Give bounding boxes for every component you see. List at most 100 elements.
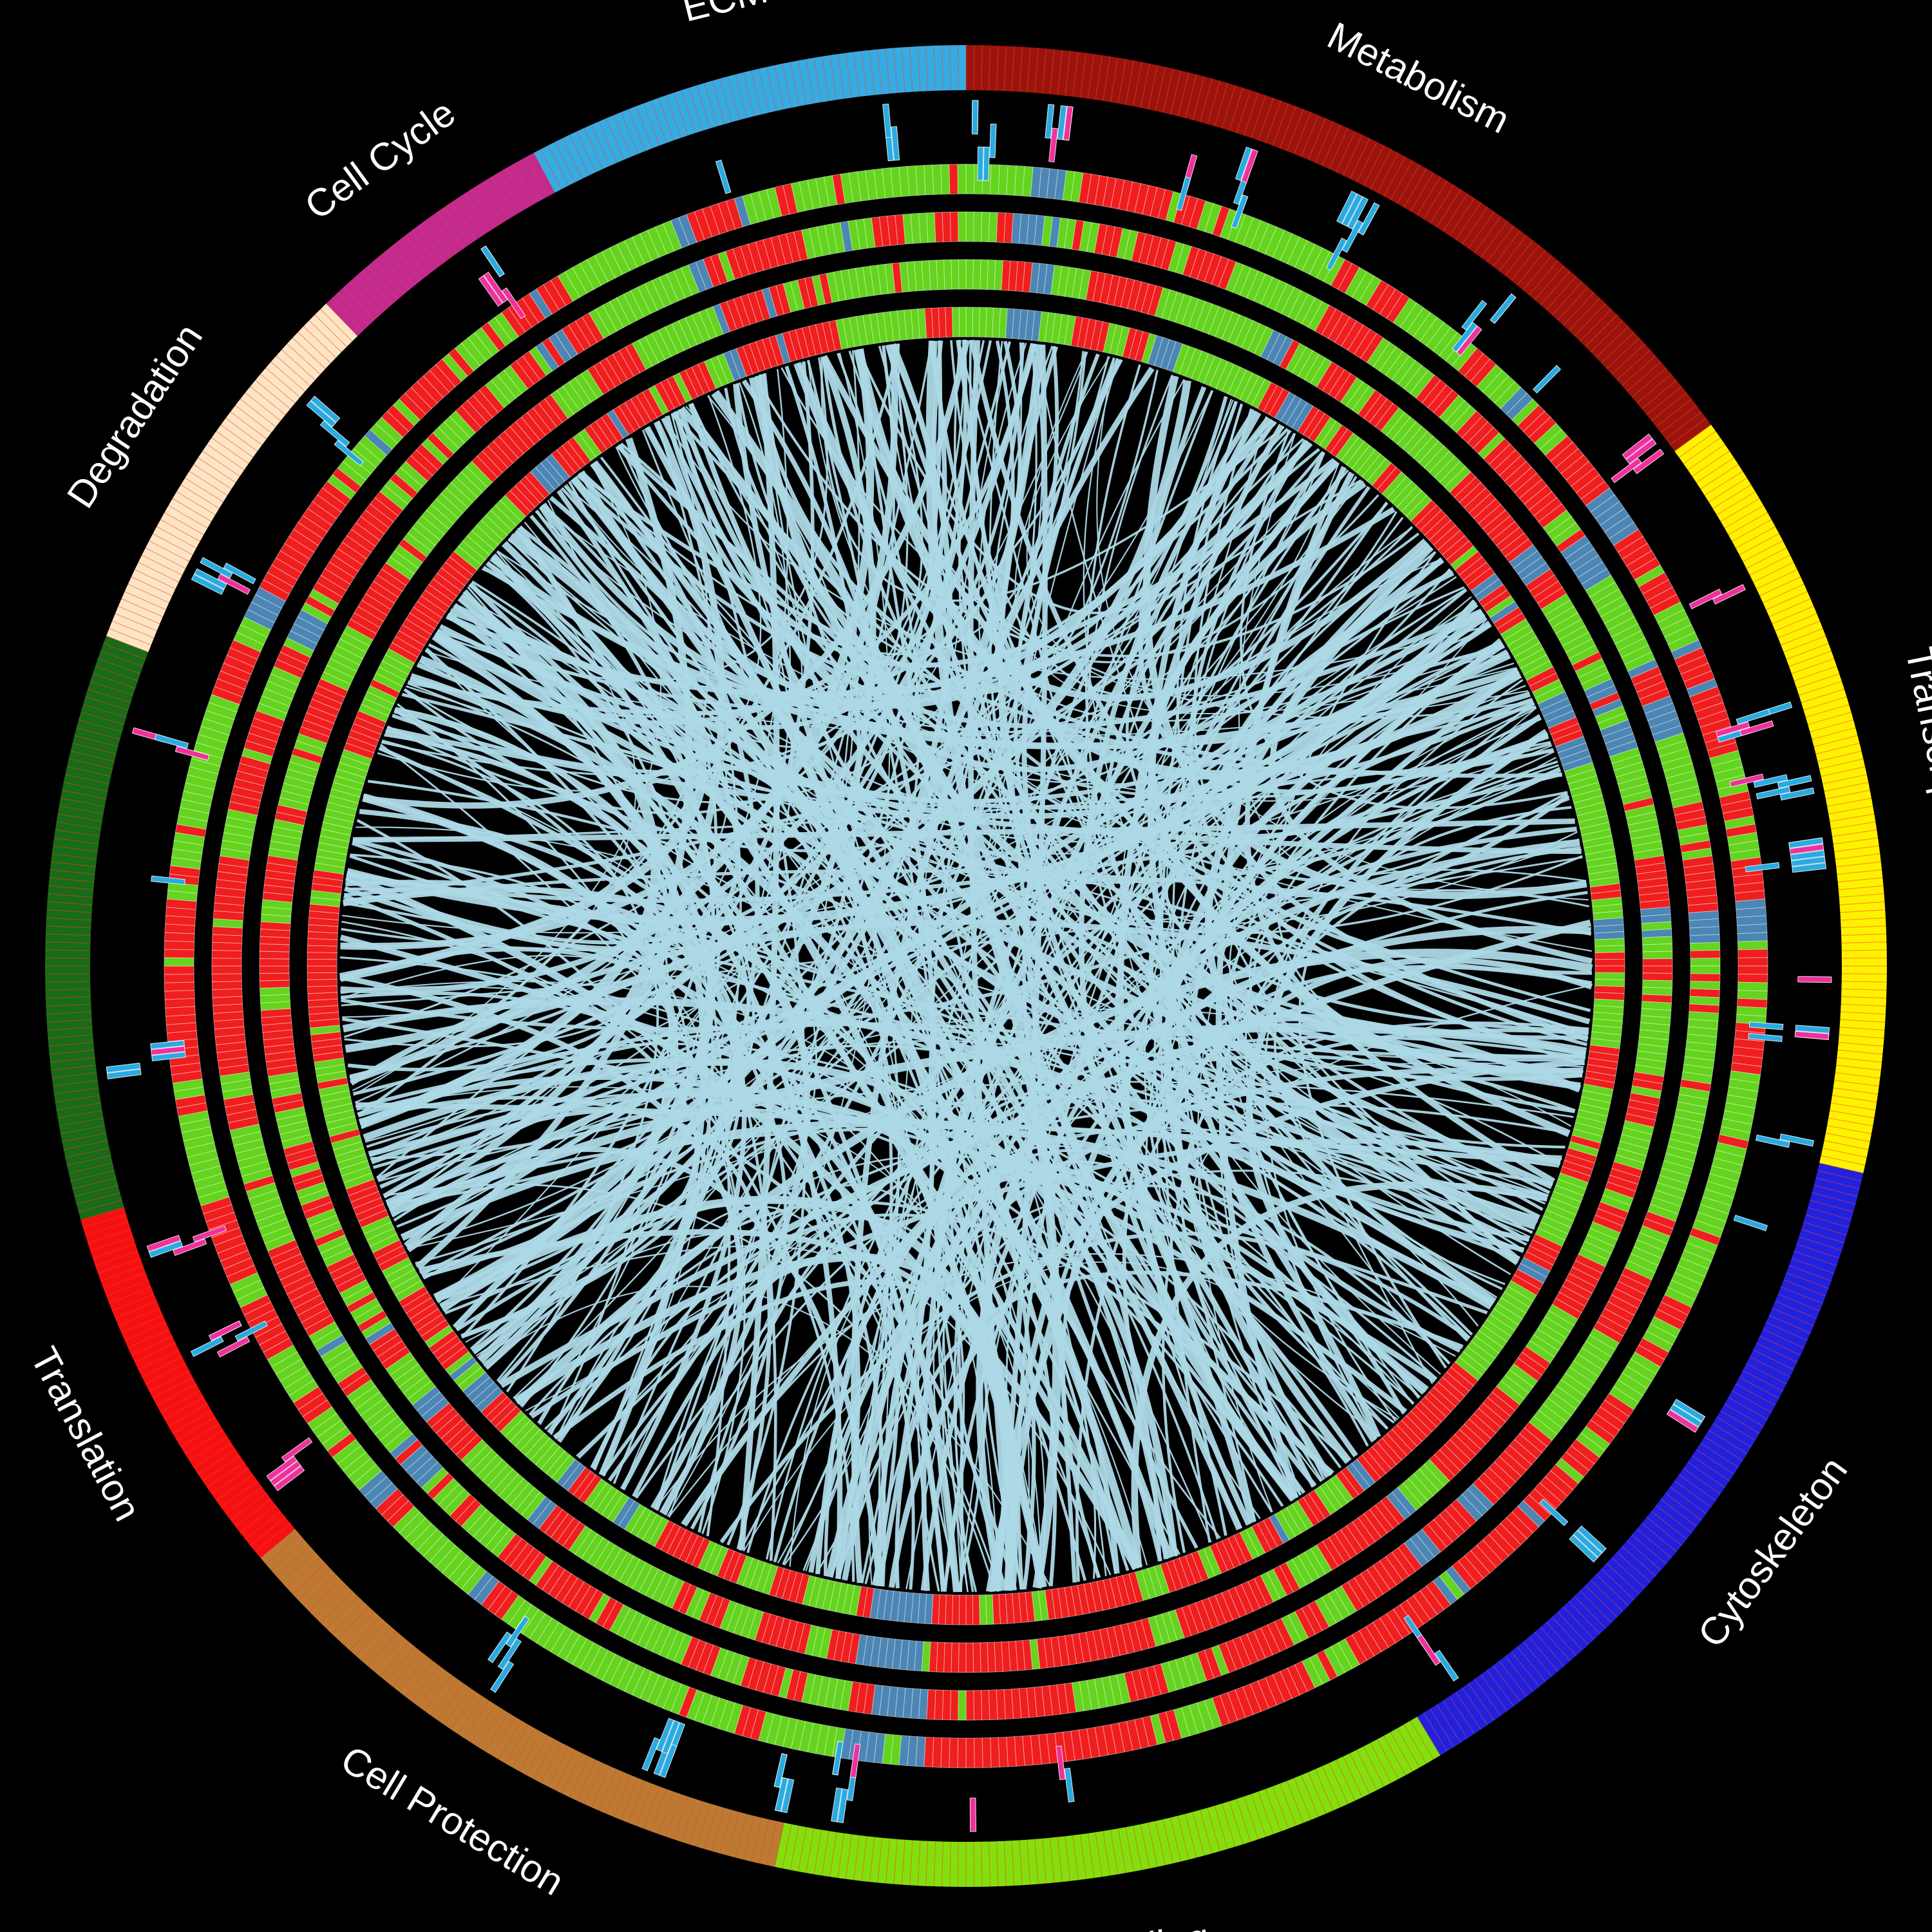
band-separator [82,1214,127,1228]
band-separator [1574,1595,1606,1629]
band-separator [172,498,212,522]
band-separator [281,349,316,381]
band-separator [1836,861,1881,867]
band-separator [813,57,822,102]
tick-mark-blue [1325,238,1347,271]
band-separator [1735,526,1776,549]
tick-mark-blue [1452,321,1478,353]
band-separator [821,1831,829,1876]
band-separator [837,1833,845,1879]
band-separator [1651,392,1687,421]
tick-mark-magenta [270,1461,301,1486]
band-separator [156,1383,197,1406]
band-separator [202,1455,240,1482]
tick-mark-magenta [1416,1634,1441,1666]
band-separator [1777,1293,1821,1312]
band-separator [1214,1805,1228,1850]
tick-mark-magenta [1729,773,1765,788]
band-separator [332,298,364,331]
heatmap-cell [958,1595,967,1625]
band-separator [68,1162,113,1174]
band-separator [1251,1794,1267,1837]
band-separator [1504,240,1533,276]
band-separator [1410,1720,1434,1760]
tick-mark-blue [1045,104,1055,139]
band-separator [1837,1049,1883,1055]
band-separator [1321,124,1341,166]
tick-mark-blue [1779,1133,1814,1147]
interaction-chord [1083,358,1450,1365]
band-separator [1079,1834,1087,1879]
band-separator [47,1027,93,1031]
band-separator [1511,245,1540,281]
heatmap-cell [957,164,967,194]
band-separator [688,88,703,131]
interaction-chord [885,344,1570,898]
tick-mark-blue [1235,146,1253,182]
band-separator [1140,63,1150,108]
band-separator [1455,1692,1482,1730]
band-separator [411,230,439,267]
band-separator [1732,1390,1772,1413]
band-separator [1087,53,1095,99]
band-separator [47,901,93,905]
tick-mark-magenta [175,746,210,761]
band-separator [1821,766,1866,777]
heatmap-cell [1642,943,1673,952]
heatmap-cell [965,1642,974,1673]
tick-mark-magenta [1794,1030,1830,1040]
band-separator [1824,1140,1869,1150]
band-separator [498,172,522,212]
band-separator [1034,48,1039,93]
tick-mark-blue [310,395,341,423]
band-separator [1636,1528,1672,1558]
band-separator [193,1443,232,1468]
interaction-chord [442,340,992,1312]
band-separator [168,1403,208,1427]
category-label-metabolism: Metabolism [1321,14,1517,142]
band-separator [424,220,452,258]
interaction-chord [1117,424,1285,1526]
band-separator [1781,628,1823,646]
band-separator [1390,1732,1413,1772]
band-separator [124,1321,166,1341]
band-separator [1027,1839,1031,1885]
band-separator [1300,1775,1319,1817]
band-separator [893,48,898,93]
band-separator [444,1687,471,1725]
band-separator [650,100,667,144]
band-separator [1170,1817,1182,1862]
band-separator [103,643,146,660]
band-separator [901,47,905,93]
band-separator [1831,821,1876,829]
band-separator [1272,1786,1289,1829]
band-separator [1072,1835,1079,1880]
heatmap-cell [972,259,981,290]
tick-mark-blue [1672,1399,1706,1423]
band-separator [1079,53,1087,98]
interaction-chord [401,413,793,1236]
band-separator [464,193,489,232]
band-separator [49,1049,95,1055]
band-separator [111,1293,155,1312]
band-separator [613,115,632,157]
interaction-chord [392,342,1025,774]
band-separator [1551,1616,1583,1651]
tick-mark-blue [154,734,189,749]
interaction-chord [754,375,1420,658]
band-separator [399,240,428,276]
interaction-chord [921,419,1276,1591]
interaction-chord [681,668,1520,1527]
band-separator [55,1095,100,1103]
band-separator [1403,1724,1427,1764]
heatmap-cell [164,974,194,983]
heatmap-cell [1738,974,1768,983]
band-separator [853,52,860,97]
interaction-chord [560,487,1087,1581]
band-separator [1557,1611,1589,1645]
band-separator [1416,176,1441,216]
band-separator [45,981,91,983]
band-separator [540,1743,562,1783]
interaction-chord [719,1231,1471,1544]
